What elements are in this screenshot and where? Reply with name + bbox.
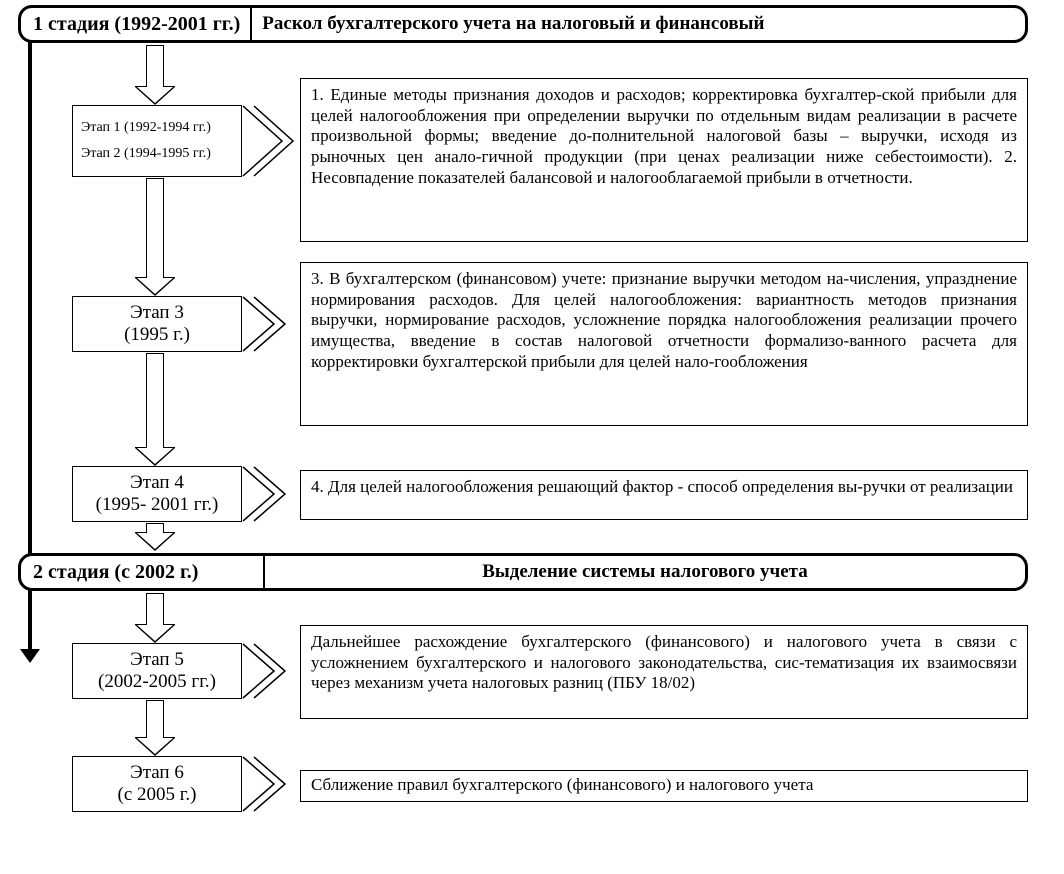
- arrow-down-icon: [135, 178, 175, 296]
- timeline-arrow-head: [20, 649, 40, 663]
- etap5-years: (2002-2005 гг.): [98, 671, 216, 693]
- chevron-right-icon: [242, 756, 266, 812]
- etap4-years: (1995- 2001 гг.): [96, 494, 219, 516]
- arrow-down-icon: [135, 700, 175, 756]
- etap2-label: Этап 2 (1994-1995 гг.): [81, 146, 211, 162]
- etap3-label: Этап 3: [130, 302, 184, 324]
- etap4-label: Этап 4: [130, 472, 184, 494]
- etap1-label: Этап 1 (1992-1994 гг.): [81, 120, 211, 136]
- stage-box-etap6: Этап 6 (с 2005 г.): [72, 756, 242, 812]
- etap3-years: (1995 г.): [124, 324, 190, 346]
- chevron-right-icon: [242, 466, 266, 522]
- etap6-years: (с 2005 г.): [118, 784, 197, 806]
- stage1-title-left: 1 стадия (1992-2001 гг.): [21, 8, 252, 40]
- stage2-title-left: 2 стадия (с 2002 г.): [21, 556, 265, 588]
- stage-box-etap1-2: Этап 1 (1992-1994 гг.) Этап 2 (1994-1995…: [72, 105, 242, 177]
- arrow-down-icon: [135, 353, 175, 466]
- arrow-down-icon: [135, 593, 175, 643]
- desc-box-5: Дальнейшее расхождение бухгалтерского (ф…: [300, 625, 1028, 719]
- diagram-canvas: 1 стадия (1992-2001 гг.) Раскол бухгалте…: [0, 0, 1064, 874]
- chevron-right-icon: [242, 105, 266, 177]
- stage-box-etap5: Этап 5 (2002-2005 гг.): [72, 643, 242, 699]
- desc-box-1: 1. Единые методы признания доходов и рас…: [300, 78, 1028, 242]
- desc-box-4: 4. Для целей налогообложения решающий фа…: [300, 470, 1028, 520]
- chevron-right-icon: [242, 296, 266, 352]
- chevron-right-icon: [242, 643, 266, 699]
- stage2-header: 2 стадия (с 2002 г.) Выделение системы н…: [18, 553, 1028, 591]
- desc-box-6: Сближение правил бухгалтерского (финансо…: [300, 770, 1028, 802]
- etap5-label: Этап 5: [130, 649, 184, 671]
- arrow-down-icon: [135, 45, 175, 105]
- stage1-title-right: Раскол бухгалтерского учета на налоговый…: [252, 8, 774, 40]
- stage2-title-right: Выделение системы налогового учета: [265, 556, 1025, 588]
- stage-box-etap4: Этап 4 (1995- 2001 гг.): [72, 466, 242, 522]
- etap6-label: Этап 6: [130, 762, 184, 784]
- stage1-header: 1 стадия (1992-2001 гг.) Раскол бухгалте…: [18, 5, 1028, 43]
- desc-box-3: 3. В бухгалтерском (финансовом) учете: п…: [300, 262, 1028, 426]
- arrow-down-icon: [135, 523, 175, 551]
- stage-box-etap3: Этап 3 (1995 г.): [72, 296, 242, 352]
